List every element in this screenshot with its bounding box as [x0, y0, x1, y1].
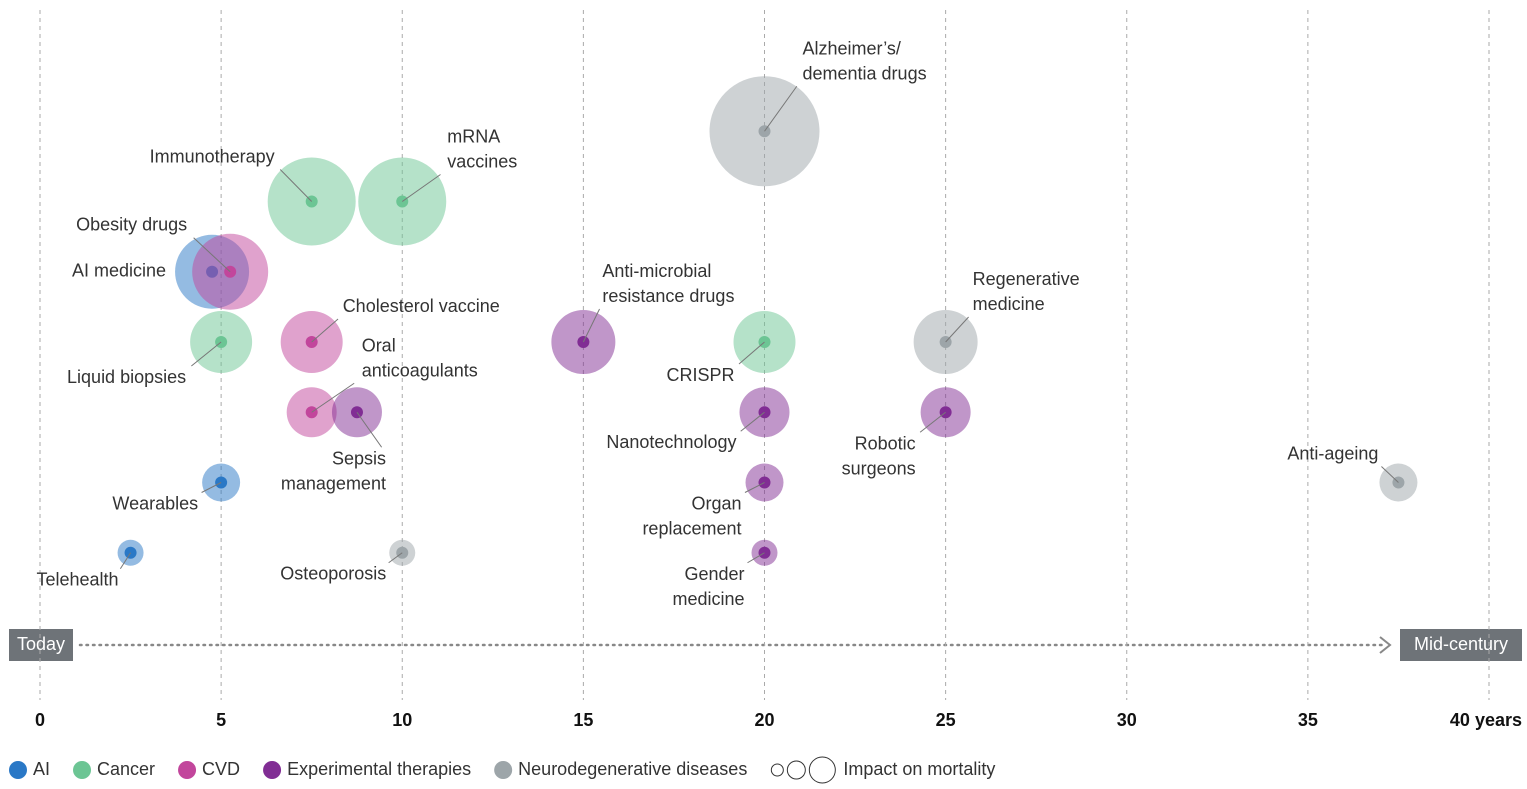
leader-line [356, 411, 383, 448]
timeline-end-box [1400, 629, 1522, 661]
bubble-label: CRISPR [666, 365, 734, 385]
bubble-label: Osteoporosis [280, 564, 386, 584]
bubble-label: Regenerative medicine [973, 269, 1080, 314]
leader-line [1381, 466, 1399, 483]
bubble-label: Wearables [112, 493, 198, 513]
bubble-label: Anti-microbial resistance drugs [602, 261, 734, 306]
labels: AI medicine Wearables Telehealth Immunother… [36, 38, 1399, 609]
bubble-label: Robotic surgeons [842, 433, 916, 478]
leader-line [388, 552, 403, 564]
bubble-label: Sepsis management [281, 448, 386, 493]
timeline-arrow [1379, 636, 1392, 654]
legend-swatch [263, 761, 282, 779]
timeline-end: Mid-century [1414, 634, 1508, 654]
leader-line [201, 482, 222, 493]
legend-label: Cancer [97, 759, 155, 779]
x-tick-label: 30 [1117, 710, 1137, 730]
leader-line [747, 552, 765, 564]
x-tick-label: 35 [1298, 710, 1318, 730]
legend-swatch [494, 761, 513, 779]
bubble-label: Oral anticoagulants [362, 335, 478, 380]
legend-label: Experimental therapies [287, 759, 471, 779]
leader-line [744, 482, 765, 493]
timeline-start-box [9, 629, 73, 661]
bubble-label: AI medicine [72, 261, 166, 281]
x-tick-label: 0 [35, 710, 45, 730]
leader-line [582, 308, 600, 343]
legend-swatch [73, 761, 92, 779]
legend-label: AI [33, 759, 50, 779]
x-tick-label: 15 [573, 710, 593, 730]
bubble-label: Obesity drugs [76, 215, 187, 235]
x-tick-label: 20 [754, 710, 774, 730]
leader-line [311, 318, 339, 343]
leader-line [401, 174, 441, 202]
size-legend-circle [770, 763, 784, 777]
x-tick-label: 40 years [1450, 710, 1522, 730]
bubble-label: Immunotherapy [150, 146, 275, 166]
timeline-start: Today [17, 634, 65, 654]
legend-swatch [9, 761, 27, 779]
bubble-label: Alzheimer’s/dementia drugs [803, 38, 927, 83]
leader-line [119, 552, 131, 570]
bubble-label: Nanotechnology [606, 432, 736, 452]
legend-label: Neurodegenerative diseases [518, 759, 747, 779]
bubble-label: Liquid biopsies [67, 367, 186, 387]
size-legend-circle [808, 756, 836, 784]
bubble-label: Organ replacement [642, 493, 741, 538]
leader-line [279, 169, 313, 202]
leader-line [764, 85, 798, 132]
leader-line [919, 411, 946, 433]
leader-line [738, 341, 765, 365]
bubble-label: Cholesterol vaccine [343, 296, 500, 316]
legend-label: CVD [202, 759, 240, 779]
leader-line [193, 237, 231, 273]
size-legend-circle [786, 760, 806, 780]
bubble-label: Anti-ageing [1287, 443, 1378, 463]
bubble-label: Telehealth [36, 570, 118, 590]
bubble-label: Gender medicine [672, 564, 744, 609]
x-tick-label: 5 [216, 710, 226, 730]
leader-line [311, 382, 355, 413]
leader-line [740, 411, 765, 432]
leader-line [945, 316, 969, 343]
leader-line [191, 341, 222, 367]
size-legend-label: Impact on mortality [843, 759, 995, 779]
bubble-label: mRNA vaccines [447, 126, 517, 171]
x-tick-label: 10 [392, 710, 412, 730]
x-tick-label: 25 [936, 710, 956, 730]
legend-swatch [178, 761, 197, 779]
